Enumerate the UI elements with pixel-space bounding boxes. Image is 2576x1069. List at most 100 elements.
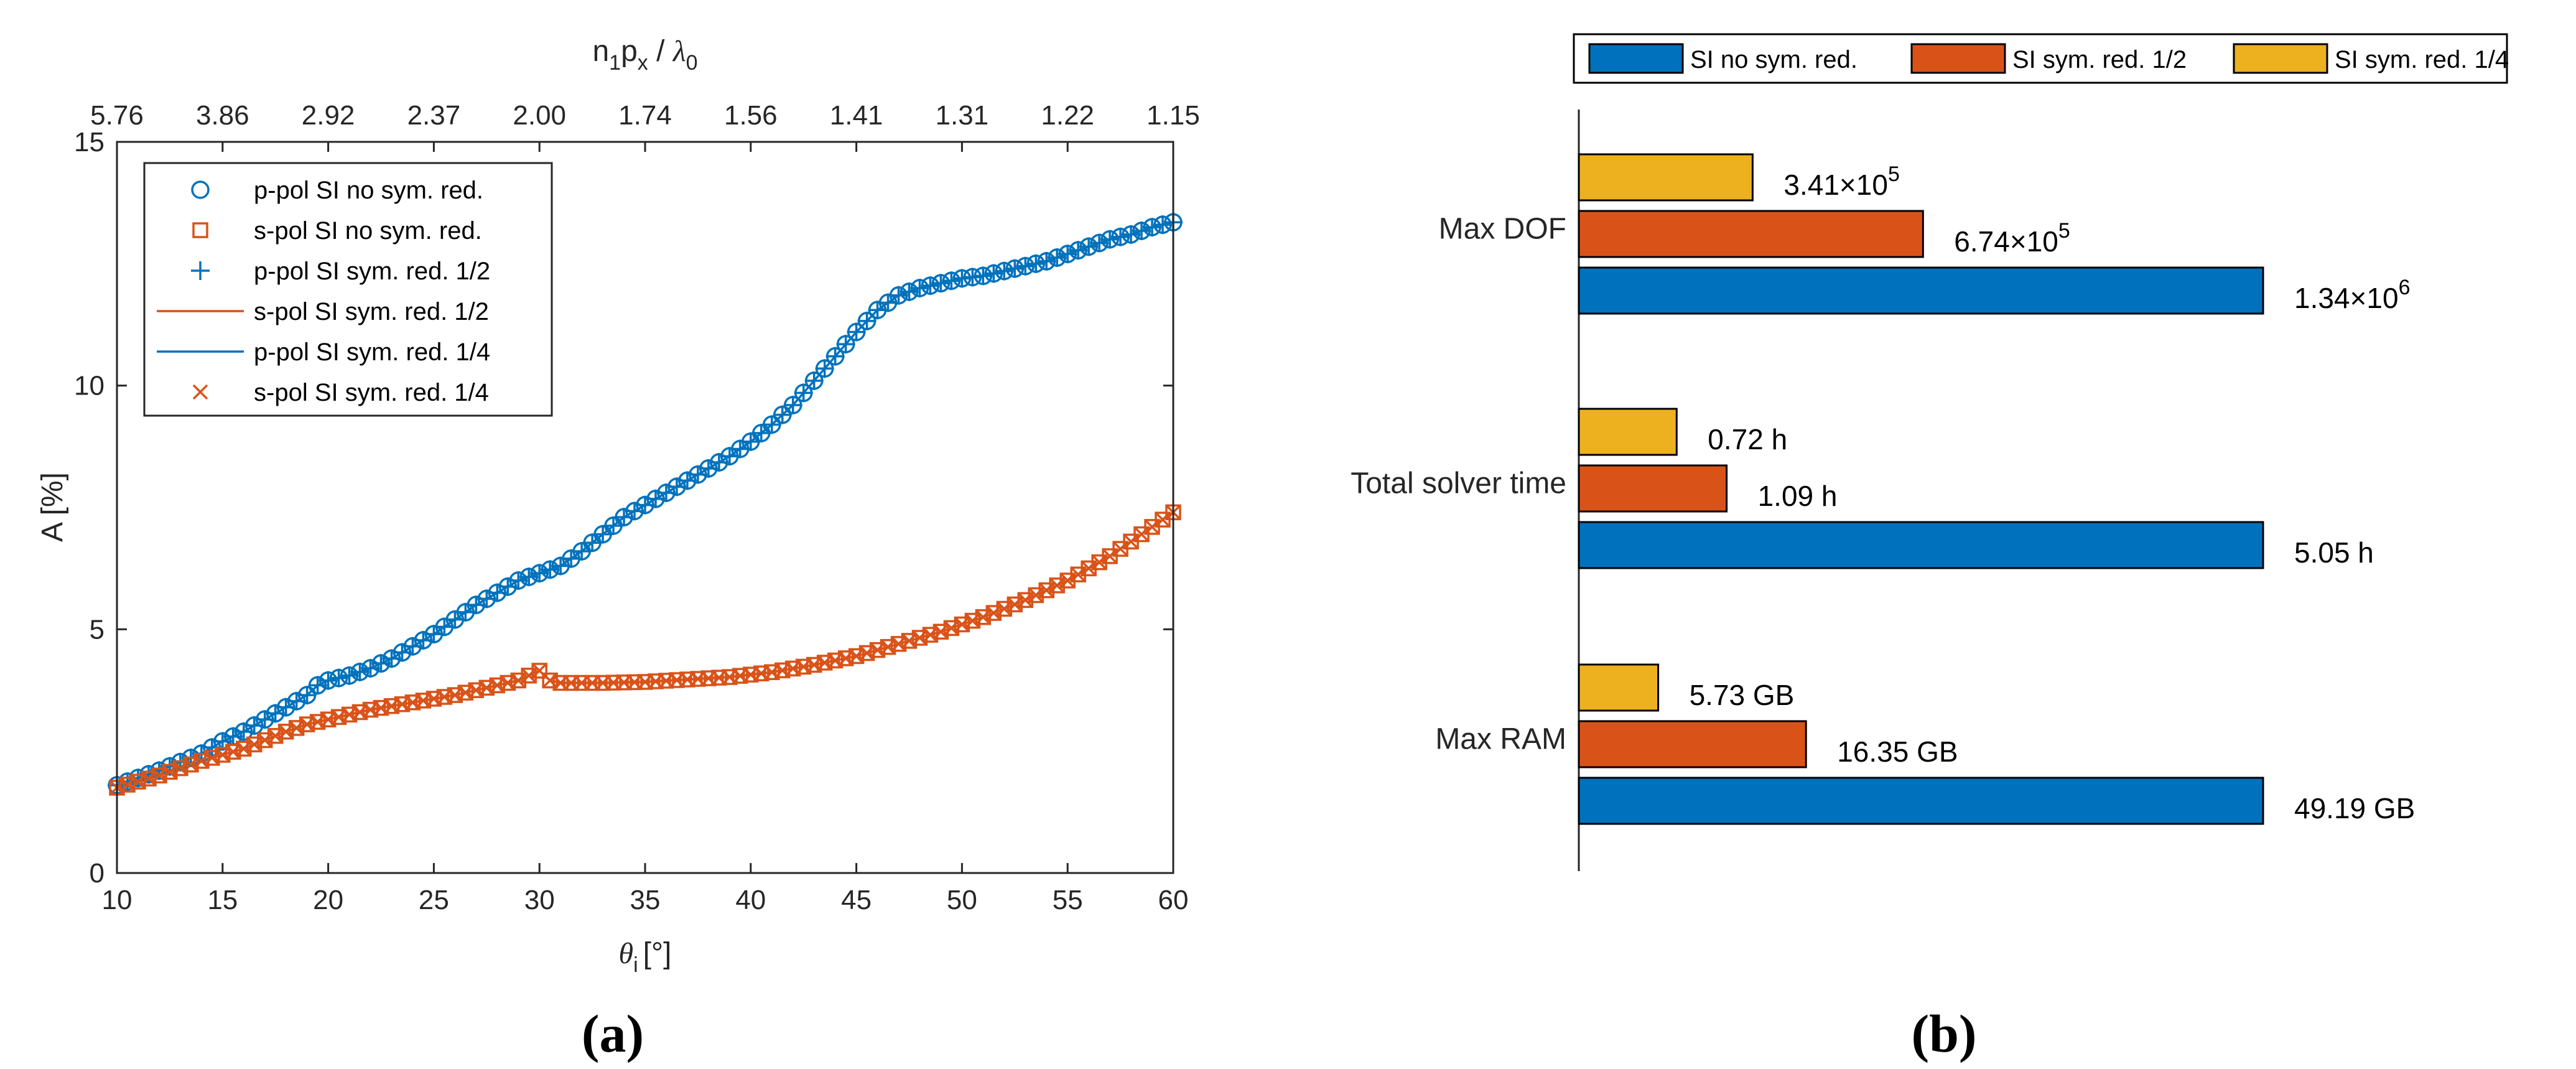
bar-value-label: 49.19 GB	[2294, 792, 2415, 824]
p-pol-sym-1-2-point	[1120, 224, 1142, 245]
p-pol-sym-1-2-point	[1067, 240, 1089, 261]
y-tick-label: 5	[90, 614, 105, 645]
p-pol-sym-1-2-point	[993, 260, 1015, 282]
x-tick-label: 20	[313, 885, 343, 915]
p-pol-sym-1-2-point	[1036, 251, 1057, 272]
x-tick-label: 50	[947, 885, 977, 915]
p-pol-sym-1-2-point	[930, 273, 952, 294]
legend-swatch	[1910, 43, 2006, 74]
category-label: Total solver time	[1351, 467, 1566, 500]
p-pol-sym-1-2-point	[1004, 258, 1026, 279]
p-pol-sym-1-2-point	[919, 275, 941, 296]
p-pol-sym-1-2-point	[1015, 256, 1036, 277]
legend-label: SI sym. red. 1/4	[2335, 46, 2509, 73]
panel-b-bars: Max DOF 3.41×105 6.74×105 1.34×106 Total sol…	[1351, 153, 2415, 825]
top-tick-label: 3.86	[196, 100, 249, 131]
p-pol-sym-1-2-point	[328, 667, 350, 689]
panel-b-caption: (b)	[1911, 1004, 1976, 1063]
legend-label: SI no sym. red.	[1690, 46, 1858, 73]
y-axis-label: A [%]	[36, 472, 69, 542]
legend-label: p-pol SI no sym. red.	[254, 177, 483, 204]
top-tick-label: 5.76	[90, 100, 144, 131]
p-pol-sym-1-2-point	[1025, 253, 1047, 274]
p-pol-sym-1-2-point	[1110, 226, 1131, 248]
x-tick-label: 10	[102, 885, 133, 915]
top-tick-label: 2.92	[302, 100, 355, 131]
y-tick-label: 0	[90, 858, 105, 889]
category-label: Max RAM	[1435, 723, 1566, 756]
p-pol-sym-1-2-point	[941, 270, 962, 291]
p-pol-sym-1-2-point	[1131, 220, 1152, 241]
p-pol-sym-1-2-point	[1078, 236, 1099, 258]
panel-a-caption: (a)	[582, 1004, 644, 1063]
p-pol-sym-1-2-point	[370, 653, 392, 674]
bar-value-label: 5.05 h	[2294, 536, 2374, 569]
x-tick-label: 25	[419, 885, 449, 915]
p-pol-sym-1-2-point	[317, 670, 339, 691]
legend-label: p-pol SI sym. red. 1/2	[254, 258, 490, 285]
top-tick-label: 2.37	[407, 100, 461, 131]
bar	[1578, 153, 1754, 202]
bar-value-label: 0.72 h	[1708, 423, 1787, 455]
x-tick-label: 40	[735, 885, 766, 915]
x-axis-label: θi [°]	[618, 937, 671, 977]
bar	[1578, 777, 2264, 825]
top-axis-label: n1px / λ0	[592, 35, 697, 75]
bar-value-label: 16.35 GB	[1837, 735, 1958, 768]
x-tick-label: 35	[630, 885, 661, 915]
x-tick-label: 45	[841, 885, 872, 915]
s-pol-sym-red-1-2-line	[116, 511, 1174, 789]
bar-value-label: 1.09 h	[1758, 480, 1838, 512]
panel-a-series	[106, 212, 1184, 796]
p-pol-sym-1-2-point	[223, 726, 244, 747]
p-pol-sym-1-2-point	[349, 661, 371, 683]
p-pol-sym-1-2-point	[983, 263, 1005, 284]
bar-value-label: 1.34×106	[2294, 276, 2410, 314]
y-tick-label: 10	[74, 371, 105, 401]
p-pol-sym-1-2-point	[1152, 214, 1173, 235]
legend-swatch	[1588, 43, 1684, 74]
top-tick-label: 1.74	[618, 100, 672, 131]
p-pol-sym-1-2-point	[539, 559, 560, 581]
bar-value-label: 6.74×105	[1954, 219, 2070, 258]
x-tick-label: 30	[524, 885, 555, 915]
bar	[1578, 266, 2264, 315]
legend-swatch	[2233, 43, 2328, 74]
bar-value-label: 5.73 GB	[1690, 679, 1795, 711]
p-pol-sym-1-2-point	[909, 278, 931, 299]
legend-label: s-pol SI no sym. red.	[254, 217, 482, 245]
p-pol-sym-1-2-point	[1046, 247, 1067, 268]
top-tick-label: 2.00	[513, 100, 566, 131]
y-tick-label: 15	[74, 127, 105, 157]
panel-a-legend: p-pol SI no sym. red. s-pol SI no sym. re…	[143, 162, 553, 417]
p-pol-sym-1-2-point	[1057, 243, 1078, 264]
x-tick-label: 55	[1053, 885, 1083, 915]
legend-label: s-pol SI sym. red. 1/2	[254, 298, 489, 325]
top-tick-label: 1.31	[936, 100, 989, 131]
x-tick-label: 60	[1158, 885, 1189, 915]
p-pol-sym-1-2-point	[1142, 217, 1163, 238]
bar	[1578, 663, 1660, 712]
legend-label: s-pol SI sym. red. 1/4	[254, 379, 489, 406]
category-label: Max DOF	[1439, 213, 1566, 246]
bar	[1578, 521, 2264, 569]
panel-b: SI no sym. red. SI sym. red. 1/2 SI sym. r…	[1351, 33, 2509, 1063]
x-tick-label: 15	[207, 885, 238, 915]
bar	[1578, 464, 1728, 513]
top-tick-label: 1.56	[724, 100, 778, 131]
p-pol-sym-1-2-point	[529, 563, 550, 584]
p-pol-sym-1-2-point	[1099, 228, 1120, 250]
top-tick-label: 1.41	[830, 100, 883, 131]
legend-label: SI sym. red. 1/2	[2012, 46, 2187, 73]
p-pol-sym-1-2-point	[360, 658, 381, 679]
bar-value-label: 3.41×105	[1783, 162, 1899, 201]
bar	[1578, 408, 1678, 456]
p-pol-sym-1-2-point	[338, 665, 360, 686]
p-pol-sym-1-2-point	[1089, 232, 1110, 254]
panel-a-ticks: 10 15 20 25 30 35 40 45 50 55 605.76 3.86 2.92 2.37 2.…	[74, 100, 1200, 915]
p-pol-sym-1-2-point	[898, 281, 920, 302]
top-tick-label: 1.15	[1146, 100, 1200, 131]
legend-label: p-pol SI sym. red. 1/4	[254, 338, 490, 366]
panel-b-legend: SI no sym. red. SI sym. red. 1/2 SI sym. r…	[1573, 33, 2509, 84]
